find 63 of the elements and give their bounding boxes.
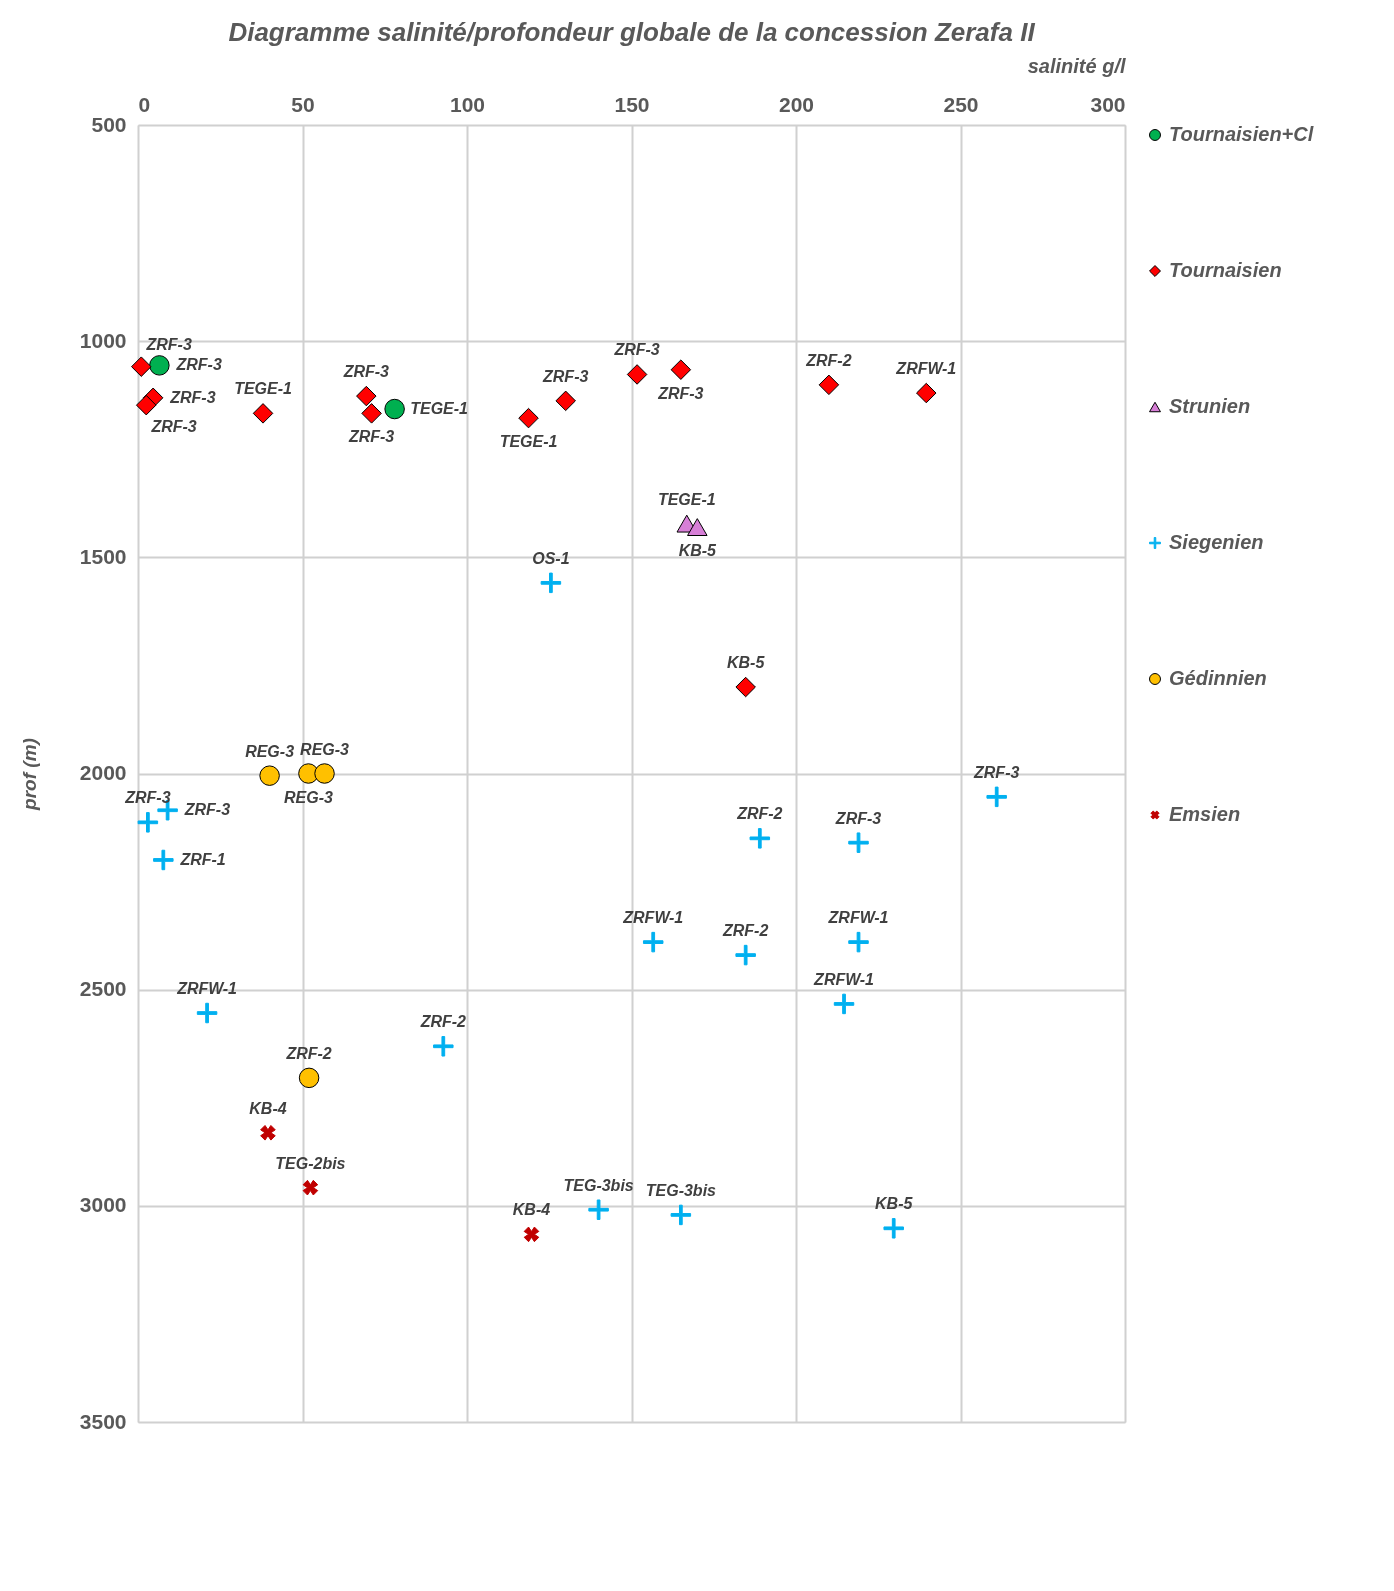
- annotation: TEGE-1: [499, 433, 558, 451]
- annotation: ZRF-2: [419, 1013, 467, 1031]
- legend-label: Strunien: [1169, 395, 1251, 417]
- annotation: ZRF-1: [179, 850, 226, 868]
- annotation: ZRF-3: [657, 384, 704, 402]
- annotation: ZRF-2: [805, 351, 852, 369]
- annotation: ZRF-2: [722, 922, 769, 940]
- y-tick-label: 3000: [79, 1193, 127, 1217]
- annotation: ZRF-3: [124, 789, 171, 807]
- x-tick-label: 0: [138, 92, 151, 116]
- x-tick-label: 200: [778, 92, 815, 116]
- annotation: REG-3: [245, 742, 295, 760]
- annotation: REG-3: [283, 788, 333, 806]
- annotation: ZRF-3: [169, 388, 216, 406]
- x-tick-label: 100: [449, 92, 486, 116]
- annotation: ZRF-2: [736, 805, 783, 823]
- annotation: ZRFW-1: [622, 909, 684, 927]
- annotation: ZRF-3: [183, 801, 231, 819]
- x-tick-label: 50: [291, 92, 315, 116]
- legend-label: Siegenien: [1169, 531, 1264, 553]
- annotation: KB-4: [249, 1099, 287, 1117]
- annotation: ZRF-3: [834, 809, 882, 827]
- legend-label: Gédinnien: [1169, 667, 1267, 689]
- annotation: TEG-3bis: [563, 1176, 634, 1194]
- annotation: ZRF-3: [145, 335, 192, 353]
- annotation: KB-5: [678, 542, 718, 560]
- annotation: ZRF-3: [542, 367, 589, 385]
- x-tick-label: 300: [1090, 92, 1126, 116]
- annotation: ZRF-2: [285, 1044, 332, 1062]
- x-axis-title: salinité g/l: [1027, 54, 1126, 77]
- annotation: OS-1: [532, 549, 570, 567]
- annotation: TEG-3bis: [645, 1181, 717, 1199]
- annotation: ZRF-3: [342, 363, 390, 381]
- x-tick-label: 250: [943, 92, 979, 116]
- annotation: TEGE-1: [657, 490, 716, 508]
- chart-title: Diagramme salinité/profondeur globale de la concession Zerafa II: [228, 17, 1036, 47]
- annotation: ZRFW-1: [813, 970, 875, 988]
- annotation: KB-5: [875, 1195, 914, 1213]
- y-axis-title: prof (m): [18, 738, 40, 811]
- annotation: TEGE-1: [410, 400, 469, 418]
- y-tick-label: 3500: [79, 1409, 127, 1433]
- y-tick-label: 2000: [79, 761, 127, 784]
- legend-label: Emsien: [1169, 803, 1241, 825]
- y-tick-label: 1000: [79, 328, 127, 352]
- annotation: ZRF-3: [973, 763, 1020, 781]
- annotation: ZRF-3: [150, 418, 197, 436]
- annotation: ZRF-3: [347, 428, 395, 446]
- annotation: ZRF-3: [175, 356, 222, 374]
- annotation: REG-3: [300, 740, 350, 758]
- annotation: ZRF-3: [613, 341, 660, 359]
- annotation: ZRFW-1: [895, 360, 957, 378]
- x-tick-label: 150: [614, 92, 650, 116]
- annotation: ZRFW-1: [176, 980, 238, 998]
- annotation: KB-5: [726, 654, 766, 672]
- annotation: ZRFW-1: [827, 909, 889, 927]
- legend-label: Tournaisien: [1169, 259, 1282, 281]
- annotation: TEGE-1: [234, 380, 293, 398]
- legend-label: Tournaisien+Cl: [1169, 123, 1314, 145]
- annotation: TEG-2bis: [275, 1154, 346, 1172]
- y-tick-label: 1500: [79, 544, 127, 568]
- y-tick-label: 2500: [79, 977, 127, 1001]
- annotation: KB-4: [512, 1201, 551, 1219]
- y-tick-label: 500: [91, 112, 127, 136]
